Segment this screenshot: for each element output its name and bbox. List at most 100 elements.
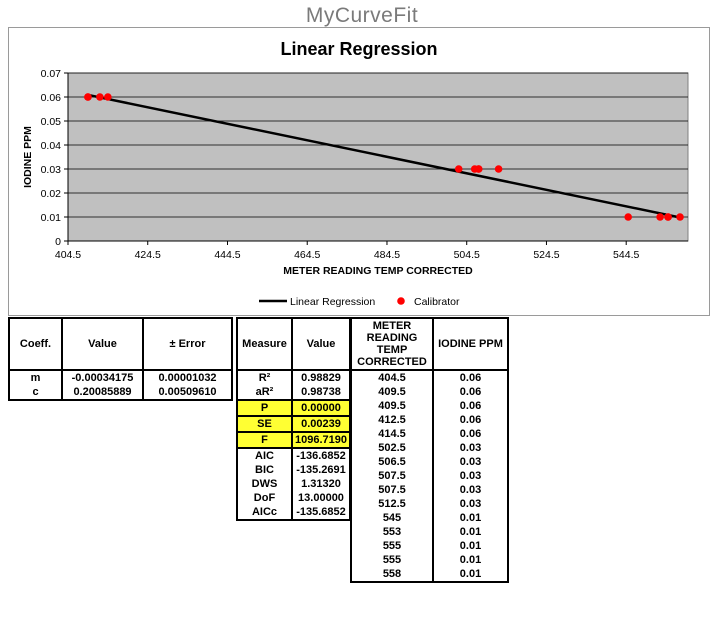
calibrator-point <box>664 213 672 221</box>
table-row: 512.5 0.03 <box>350 497 509 511</box>
table-row: 507.5 0.03 <box>350 483 509 497</box>
table-cell: 0.06 <box>432 399 509 413</box>
coefficients-table: Coeff. Value ± Error m -0.00034175 0.000… <box>8 317 233 401</box>
calibrator-point <box>454 165 463 173</box>
table-cell: 0.06 <box>432 385 509 399</box>
calibrator-point <box>656 213 664 221</box>
table-cell: aR² <box>236 385 293 400</box>
column-header: Value <box>291 317 351 371</box>
calibrator-point <box>474 165 483 173</box>
table-row: DoF 13.00000 <box>236 491 351 505</box>
table-cell: -0.00034175 <box>61 370 144 385</box>
table-row: DWS 1.31320 <box>236 477 351 491</box>
y-tick-label: 0 <box>55 236 61 248</box>
calibrator-point <box>84 93 92 101</box>
column-header: Measure <box>236 317 293 371</box>
table-row: 555 0.01 <box>350 553 509 567</box>
table-cell: 0.03 <box>432 455 509 469</box>
table-cell: BIC <box>236 463 293 477</box>
table-row: 502.5 0.03 <box>350 441 509 455</box>
table-row: 412.5 0.06 <box>350 413 509 427</box>
table-cell: F <box>236 431 293 449</box>
x-tick-label: 404.5 <box>55 249 81 261</box>
regression-chart: Linear Regression 0 0.01 0.02 0.03 0.04 0.05 0.… <box>22 39 689 308</box>
table-cell: 0.98829 <box>291 370 351 385</box>
y-tick-label: 0.06 <box>41 92 62 104</box>
legend-point-swatch <box>397 297 405 305</box>
table-cell: 0.98738 <box>291 385 351 400</box>
table-cell: 1096.7190 <box>291 431 351 449</box>
table-row: 507.5 0.03 <box>350 469 509 483</box>
table-cell: 555 <box>350 553 434 567</box>
y-tick-label: 0.03 <box>41 164 62 176</box>
calibrator-point <box>624 213 632 221</box>
table-row: 409.5 0.06 <box>350 399 509 413</box>
table-cell: 414.5 <box>350 427 434 441</box>
data-points-table: METER READING TEMP CORRECTED IODINE PPM … <box>350 317 509 583</box>
table-cell: 0.00239 <box>291 415 351 433</box>
table-cell: 0.06 <box>432 427 509 441</box>
table-row: 409.5 0.06 <box>350 385 509 399</box>
brand-logo: MyCurveFit <box>305 4 419 27</box>
table-cell: 0.01 <box>432 525 509 539</box>
table-cell: 0.00000 <box>291 399 351 417</box>
table-cell: 0.03 <box>432 469 509 483</box>
table-header-row: METER READING TEMP CORRECTED IODINE PPM <box>350 317 509 371</box>
column-header: ± Error <box>142 317 233 371</box>
table-row: 555 0.01 <box>350 539 509 553</box>
table-cell: c <box>8 385 63 401</box>
x-tick-label: 544.5 <box>613 249 639 261</box>
table-cell: 545 <box>350 511 434 525</box>
table-cell: 0.01 <box>432 553 509 567</box>
table-cell: DoF <box>236 491 293 505</box>
x-tick-label: 424.5 <box>135 249 161 261</box>
table-cell: 0.20085889 <box>61 385 144 401</box>
table-cell: 558 <box>350 567 434 583</box>
table-cell: P <box>236 399 293 417</box>
table-cell: 0.00509610 <box>142 385 233 401</box>
table-header-row: Measure Value <box>236 317 351 371</box>
x-tick-label: 444.5 <box>214 249 240 261</box>
column-header: IODINE PPM <box>432 317 509 371</box>
table-row: m -0.00034175 0.00001032 <box>8 370 233 385</box>
table-row: BIC -135.2691 <box>236 463 351 477</box>
chart-title: Linear Regression <box>280 39 437 59</box>
data-table-body: 404.5 0.06 409.5 0.06 409.5 0.06 412.5 0.06 414.… <box>350 370 509 583</box>
table-cell: AIC <box>236 448 293 463</box>
table-cell: -135.6852 <box>291 505 351 521</box>
table-cell: 0.01 <box>432 567 509 583</box>
table-cell: 553 <box>350 525 434 539</box>
table-cell: R² <box>236 370 293 385</box>
table-cell: 0.03 <box>432 497 509 511</box>
calibrator-point <box>96 93 104 101</box>
statistics-table: Measure Value R² 0.98829 aR² 0.98738 P 0… <box>236 317 351 521</box>
table-cell: 507.5 <box>350 483 434 497</box>
table-cell: DWS <box>236 477 293 491</box>
calibrator-point <box>104 93 112 101</box>
chart-panel: Linear Regression 0 0.01 0.02 0.03 0.04 0.05 0.… <box>8 27 710 316</box>
column-header: METER READING TEMP CORRECTED <box>350 317 434 371</box>
table-cell: 0.00001032 <box>142 370 233 385</box>
table-cell: 1.31320 <box>291 477 351 491</box>
table-cell: 0.06 <box>432 370 509 385</box>
table-cell: m <box>8 370 63 385</box>
table-cell: 404.5 <box>350 370 434 385</box>
table-row: aR² 0.98738 <box>236 385 351 400</box>
x-tick-label: 504.5 <box>454 249 480 261</box>
table-cell: 409.5 <box>350 399 434 413</box>
table-row: 414.5 0.06 <box>350 427 509 441</box>
table-row-highlighted: SE 0.00239 <box>236 415 351 433</box>
table-cell: 512.5 <box>350 497 434 511</box>
table-row: AICc -135.6852 <box>236 505 351 521</box>
y-tick-label: 0.05 <box>41 116 62 128</box>
x-tick-label: 524.5 <box>533 249 559 261</box>
table-cell: 412.5 <box>350 413 434 427</box>
table-row-highlighted: P 0.00000 <box>236 399 351 417</box>
table-cell: 502.5 <box>350 441 434 455</box>
table-cell: 506.5 <box>350 455 434 469</box>
table-cell: 13.00000 <box>291 491 351 505</box>
plot-area <box>67 72 689 242</box>
table-cell: SE <box>236 415 293 433</box>
table-cell: 507.5 <box>350 469 434 483</box>
table-row: c 0.20085889 0.00509610 <box>8 385 233 401</box>
